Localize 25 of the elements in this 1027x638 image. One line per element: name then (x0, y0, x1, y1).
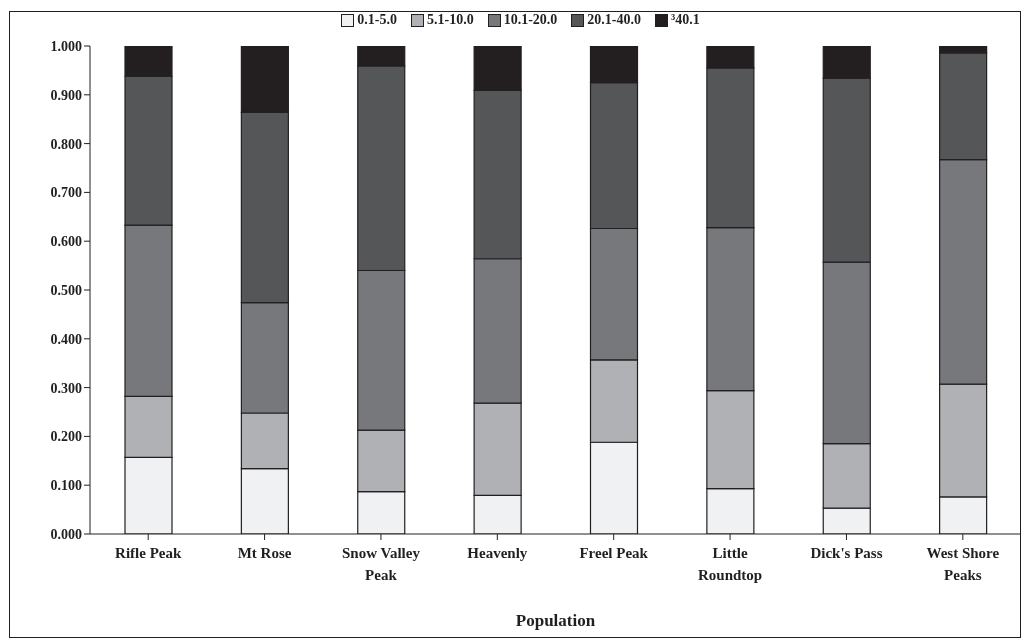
y-tick-label: 0.500 (50, 282, 82, 298)
x-tick-label: Mt Rose (237, 545, 292, 561)
y-tick-label: 0.600 (50, 234, 82, 250)
x-tick-label: Dick's Pass (810, 545, 883, 561)
legend-label: 5.1-10.0 (426, 12, 474, 28)
legend-label: 10.1-20.0 (503, 12, 558, 28)
y-tick-label: 0.900 (50, 87, 82, 103)
y-tick-label: 0.700 (50, 185, 82, 201)
legend-label: ³40.1 (670, 12, 700, 28)
y-tick-label: 0.800 (50, 136, 82, 152)
y-tick-label: 0.100 (50, 478, 82, 494)
x-tick-label: Rifle Peak (115, 545, 182, 561)
y-tick-label: 1.000 (50, 38, 82, 54)
y-tick-label: 0.300 (50, 380, 82, 396)
legend-label: 20.1-40.0 (587, 12, 641, 28)
x-axis-title: Population (515, 611, 596, 630)
y-tick-label: 0.400 (50, 331, 82, 347)
x-tick-label: Little Roundtop (697, 545, 763, 583)
x-tick-label: Snow Valley Peak (341, 545, 421, 583)
y-tick-label: 0.000 (50, 526, 82, 542)
legend-label: 0.1-5.0 (357, 12, 397, 28)
y-tick-label: 0.200 (50, 429, 82, 445)
x-tick-label: Heavenly (467, 545, 528, 561)
x-tick-label: Freel Peak (579, 545, 649, 561)
x-tick-label: West Shore Peaks (926, 545, 1000, 583)
